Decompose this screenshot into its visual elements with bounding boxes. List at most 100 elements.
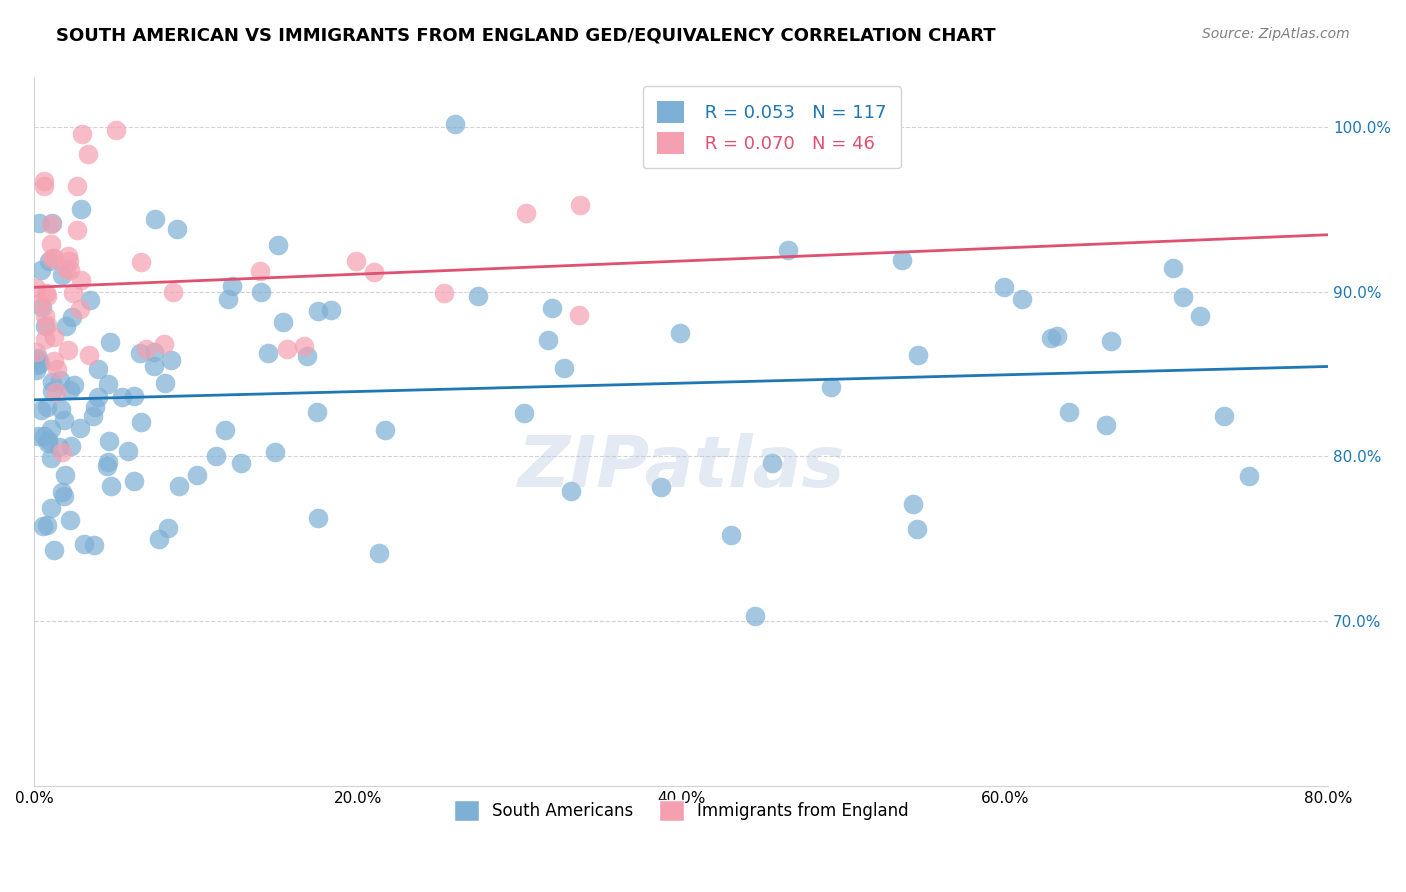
Text: SOUTH AMERICAN VS IMMIGRANTS FROM ENGLAND GED/EQUIVALENCY CORRELATION CHART: SOUTH AMERICAN VS IMMIGRANTS FROM ENGLAN…: [56, 27, 995, 45]
Point: [307, 511, 329, 525]
Point: [83, 538, 105, 552]
Point: [776, 244, 799, 258]
Point: [143, 211, 166, 226]
Point: [76, 147, 98, 161]
Point: [38, 254, 60, 268]
Point: [39, 422, 62, 436]
Point: [432, 285, 454, 300]
Point: [135, 342, 157, 356]
Point: [55, 318, 77, 333]
Point: [1046, 328, 1069, 343]
Point: [515, 206, 537, 220]
Point: [45, 361, 67, 376]
Point: [167, 479, 190, 493]
Point: [467, 288, 489, 302]
Point: [35, 318, 58, 332]
Point: [186, 467, 208, 482]
Point: [97, 376, 120, 391]
Point: [321, 303, 343, 318]
Point: [31, 300, 53, 314]
Point: [205, 449, 228, 463]
Point: [69, 302, 91, 317]
Point: [70, 202, 93, 217]
Point: [541, 301, 564, 315]
Point: [97, 455, 120, 469]
Point: [45, 385, 67, 400]
Point: [142, 344, 165, 359]
Point: [56, 249, 79, 263]
Point: [28, 216, 51, 230]
Point: [901, 497, 924, 511]
Point: [249, 263, 271, 277]
Point: [35, 518, 58, 533]
Point: [28, 296, 51, 310]
Point: [41, 251, 63, 265]
Point: [1040, 331, 1063, 345]
Point: [122, 474, 145, 488]
Point: [1161, 261, 1184, 276]
Point: [79, 293, 101, 308]
Point: [890, 253, 912, 268]
Point: [276, 342, 298, 356]
Point: [77, 348, 100, 362]
Point: [305, 405, 328, 419]
Point: [58, 254, 80, 268]
Point: [59, 513, 82, 527]
Point: [100, 479, 122, 493]
Point: [221, 278, 243, 293]
Point: [66, 223, 89, 237]
Point: [69, 420, 91, 434]
Point: [122, 389, 145, 403]
Point: [87, 390, 110, 404]
Point: [744, 608, 766, 623]
Point: [86, 362, 108, 376]
Point: [69, 273, 91, 287]
Point: [27, 429, 49, 443]
Point: [51, 444, 73, 458]
Point: [34, 318, 56, 333]
Point: [720, 527, 742, 541]
Point: [35, 400, 58, 414]
Point: [148, 532, 170, 546]
Point: [1011, 292, 1033, 306]
Point: [70, 127, 93, 141]
Point: [1212, 409, 1234, 423]
Point: [761, 456, 783, 470]
Point: [117, 444, 139, 458]
Point: [166, 222, 188, 236]
Point: [37, 433, 59, 447]
Point: [34, 310, 56, 324]
Point: [229, 456, 252, 470]
Point: [295, 349, 318, 363]
Point: [1189, 310, 1212, 324]
Point: [152, 337, 174, 351]
Point: [34, 332, 56, 346]
Point: [39, 217, 62, 231]
Point: [72, 536, 94, 550]
Point: [49, 401, 72, 416]
Text: ZIPatlas: ZIPatlas: [517, 433, 845, 501]
Point: [55, 261, 77, 276]
Point: [42, 330, 65, 344]
Point: [41, 384, 63, 398]
Point: [28, 356, 51, 370]
Point: [41, 376, 63, 390]
Point: [367, 546, 389, 560]
Point: [83, 400, 105, 414]
Point: [37, 289, 59, 303]
Point: [39, 236, 62, 251]
Point: [250, 285, 273, 300]
Point: [32, 174, 55, 188]
Point: [553, 360, 575, 375]
Point: [155, 376, 177, 390]
Point: [60, 439, 83, 453]
Point: [58, 343, 80, 358]
Point: [39, 450, 62, 465]
Point: [129, 346, 152, 360]
Point: [568, 308, 591, 322]
Point: [25, 352, 48, 367]
Point: [37, 436, 59, 450]
Point: [217, 292, 239, 306]
Point: [62, 285, 84, 300]
Point: [513, 406, 536, 420]
